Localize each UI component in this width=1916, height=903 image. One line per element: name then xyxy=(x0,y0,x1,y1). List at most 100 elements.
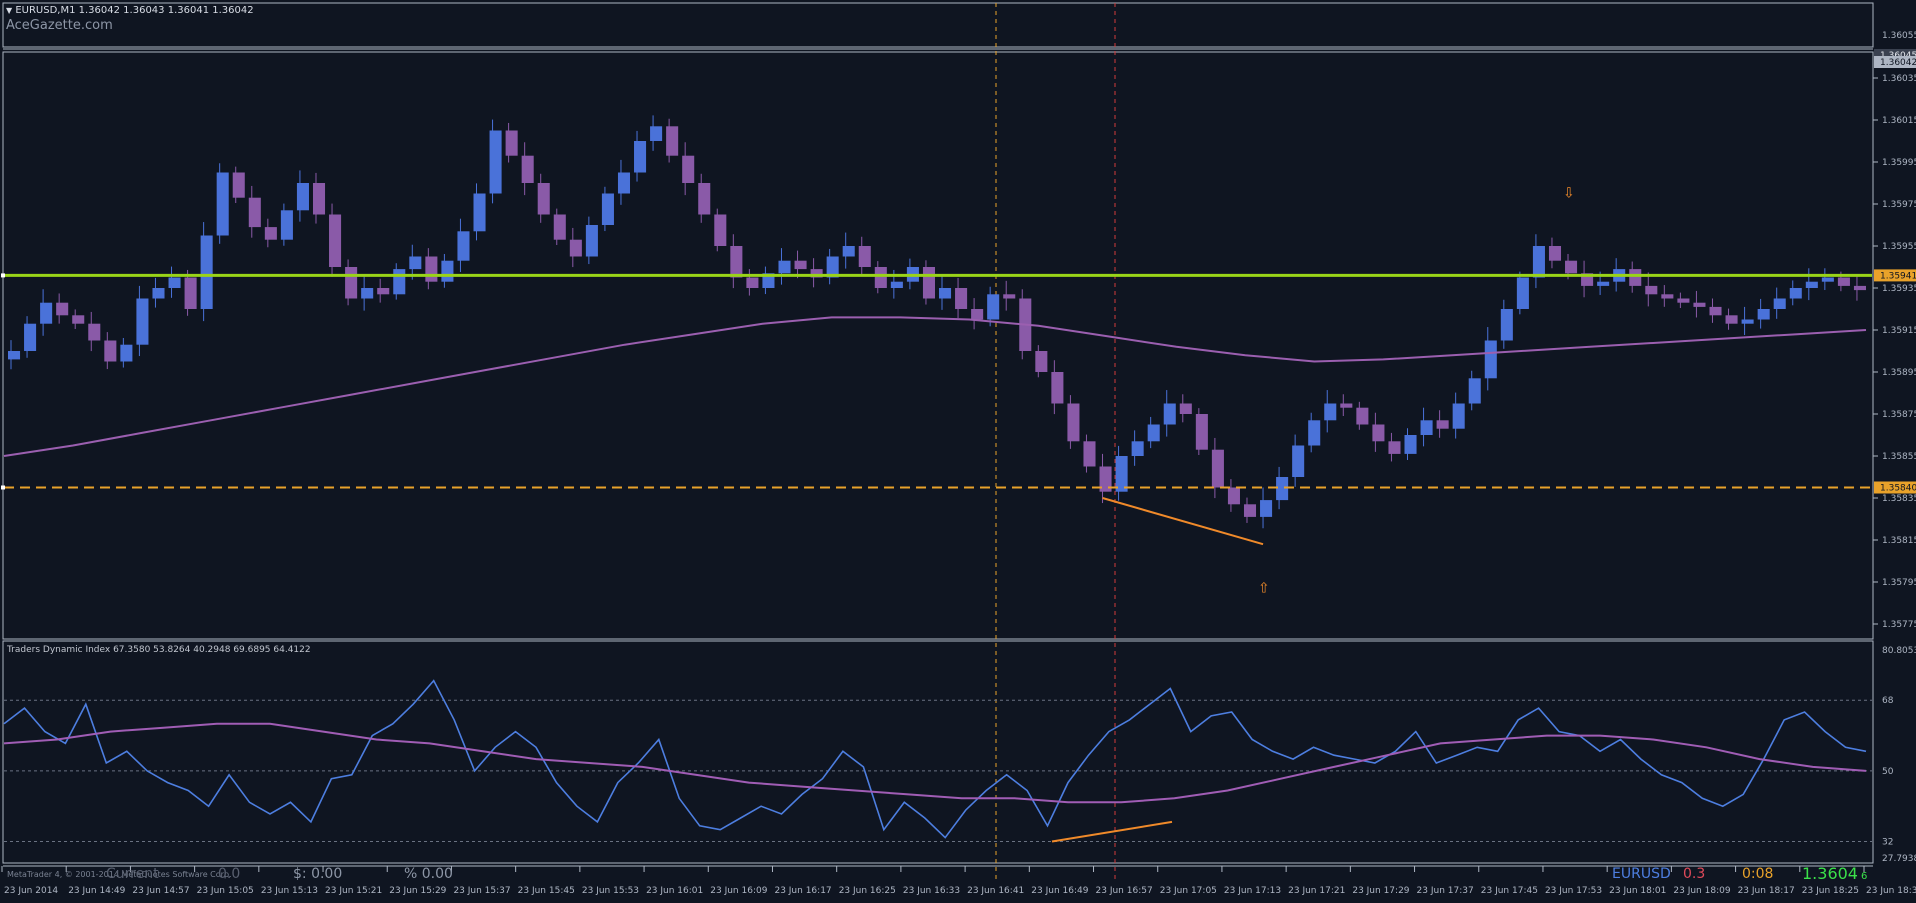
candle-body xyxy=(1757,309,1770,320)
candle-body xyxy=(1741,319,1754,324)
price-axis-label: 1.35775 xyxy=(1882,620,1916,630)
collapse-triangle-icon[interactable]: ▼ xyxy=(6,6,13,15)
candle-body xyxy=(1565,260,1578,274)
time-axis-label: 23 Jun 18:01 xyxy=(1609,886,1666,896)
candle-body xyxy=(537,183,550,215)
price-axis-label: 1.35875 xyxy=(1882,410,1916,420)
time-axis-label: 23 Jun 17:53 xyxy=(1545,886,1602,896)
time-axis-label: 23 Jun 17:21 xyxy=(1288,886,1345,896)
candle-body xyxy=(489,130,502,194)
time-axis-label: 23 Jun 17:45 xyxy=(1481,886,1538,896)
time-axis-label: 23 Jun 15:21 xyxy=(325,886,382,896)
candle-body xyxy=(232,172,245,198)
candle-body xyxy=(858,246,871,267)
time-axis-label: 23 Jun 14:57 xyxy=(132,886,189,896)
bid-price-label: 1.36042 xyxy=(1880,58,1916,68)
candle-body xyxy=(682,155,695,183)
candle-body xyxy=(1789,288,1802,299)
candle-body xyxy=(1308,420,1321,446)
candle-body xyxy=(264,227,277,240)
time-axis-label: 23 Jun 18:17 xyxy=(1738,886,1795,896)
candle-body xyxy=(473,193,486,232)
candle-body xyxy=(714,214,727,246)
time-axis-label: 23 Jun 16:17 xyxy=(774,886,831,896)
moving-average-line xyxy=(3,316,1867,457)
candle-body xyxy=(72,315,85,324)
candle-body xyxy=(922,267,935,299)
tdi-axis-label: 80.8053 xyxy=(1882,646,1916,656)
tdi-axis-label: 68 xyxy=(1882,696,1894,706)
candle-body xyxy=(505,130,518,156)
indicator-title: Traders Dynamic Index 67.3580 53.8264 40… xyxy=(7,645,311,655)
time-axis-label: 23 Jun 16:49 xyxy=(1031,886,1088,896)
candle-body xyxy=(1645,285,1658,295)
tdi-axis-label: 27.7938 xyxy=(1882,854,1916,864)
candle-body xyxy=(585,225,598,257)
candle-body xyxy=(569,239,582,257)
candle-body xyxy=(842,246,855,257)
time-axis-label: 23 Jun 18:25 xyxy=(1802,886,1859,896)
candle-body xyxy=(377,288,390,295)
tdi-series-layer xyxy=(3,679,1872,843)
candle-body xyxy=(746,277,759,288)
time-axis-label: 23 Jun 15:45 xyxy=(518,886,575,896)
candle-body xyxy=(296,183,309,211)
candle-body xyxy=(1805,281,1818,288)
axis-layer: 1.36035 1.36015 1.35995 1.35975 1.35955 1.359… xyxy=(1,31,1916,896)
tdi-rsi-line xyxy=(3,679,1867,839)
candle-body xyxy=(1051,372,1064,404)
candle-body xyxy=(810,269,823,278)
price-axis-label: 1.35855 xyxy=(1882,452,1916,462)
support-price-badge xyxy=(1874,481,1916,494)
candle-body xyxy=(345,267,358,299)
candle-body xyxy=(601,193,614,225)
candle-body xyxy=(1083,441,1096,467)
price-axis-label: 1.35935 xyxy=(1882,284,1916,294)
candle-body xyxy=(634,141,647,173)
tdi-divergence-line xyxy=(1051,820,1173,843)
time-axis-label: 23 Jun 15:13 xyxy=(261,886,318,896)
candle-body xyxy=(1292,445,1305,477)
price-axis-label: 1.36035 xyxy=(1882,74,1916,84)
candle-body xyxy=(1773,298,1786,309)
price-axis-label: 1.35895 xyxy=(1882,368,1916,378)
candle-body xyxy=(1661,294,1674,299)
divergence-line xyxy=(1102,497,1264,546)
candle-body xyxy=(56,302,69,316)
candle-body xyxy=(200,235,213,309)
candle-body xyxy=(1853,285,1866,291)
candle-body xyxy=(698,183,711,215)
candle-body xyxy=(409,256,422,270)
price-axis-label: 1.36055 xyxy=(1882,31,1916,41)
status-price-small: 6 xyxy=(1860,871,1868,882)
candle-body xyxy=(890,281,903,288)
candle-body xyxy=(1324,403,1337,421)
candle-body xyxy=(1693,302,1706,307)
candle-body xyxy=(666,126,679,156)
down-arrow-icon: ⇩ xyxy=(1563,186,1575,202)
candle-body xyxy=(1500,309,1513,341)
candle-body xyxy=(1372,424,1385,442)
time-axis-label: 23 Jun 15:29 xyxy=(389,886,446,896)
price-axis-label: 1.36015 xyxy=(1882,116,1916,126)
candle-body xyxy=(650,126,663,141)
candle-body xyxy=(1484,340,1497,379)
candle-body xyxy=(1340,403,1353,408)
candle-body xyxy=(762,273,775,288)
status-pair: EURUSD xyxy=(1612,866,1671,882)
candle-body xyxy=(104,340,117,362)
header-pane-frame xyxy=(2,2,1874,48)
price-axis-label: 1.35815 xyxy=(1882,536,1916,546)
time-axis-label: 23 Jun 17:13 xyxy=(1224,886,1281,896)
time-axis-label: 23 Jun 15:37 xyxy=(453,886,510,896)
candle-body xyxy=(1147,424,1160,442)
candle-body xyxy=(1677,298,1690,303)
time-axis-label: 23 Jun 17:37 xyxy=(1417,886,1474,896)
candle-body xyxy=(1597,281,1610,286)
candle-body xyxy=(120,344,133,362)
candle-body xyxy=(1276,477,1289,501)
candle-body xyxy=(248,197,261,228)
candle-body xyxy=(1179,403,1192,414)
